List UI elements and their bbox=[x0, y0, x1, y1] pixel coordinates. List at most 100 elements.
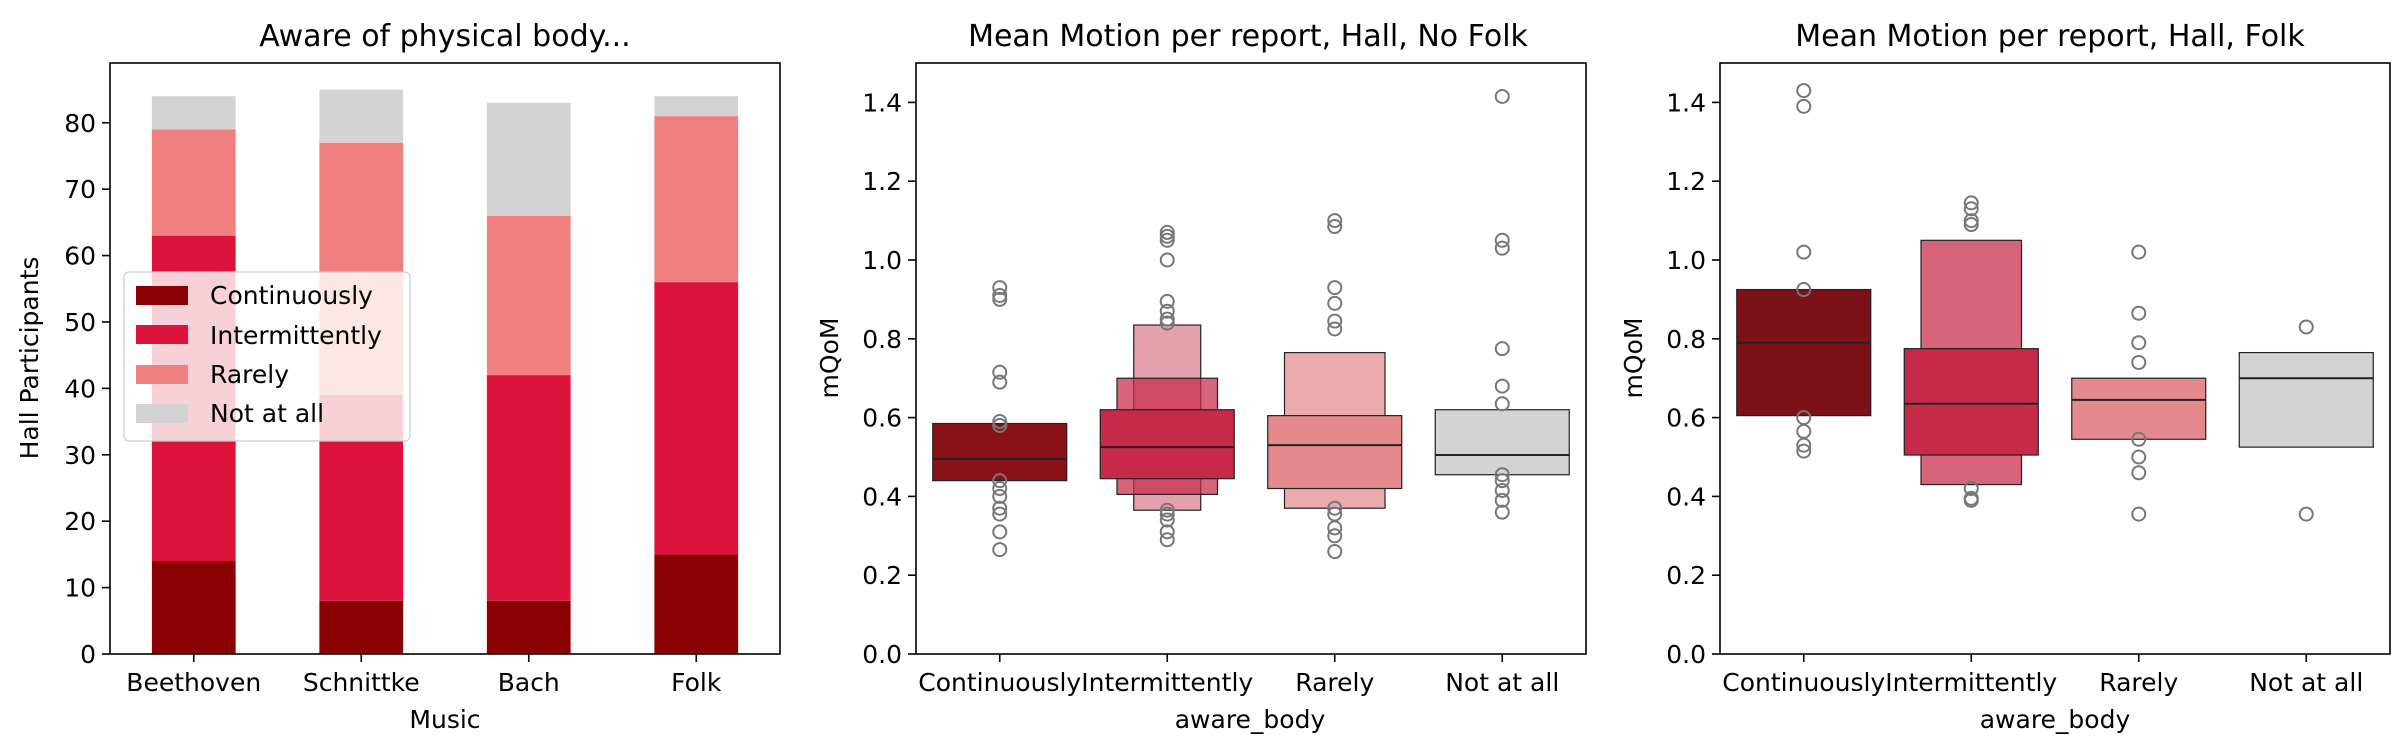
outlier-point bbox=[1159, 532, 1175, 548]
y-tick-label: 1.0 bbox=[862, 246, 902, 275]
outlier-point bbox=[1494, 473, 1510, 489]
y-tick-label: 0 bbox=[80, 640, 96, 669]
y-tick-label: 60 bbox=[64, 242, 96, 271]
outlier-point bbox=[2131, 335, 2147, 351]
outlier-point bbox=[1963, 195, 1979, 211]
no-folk-chart-title: Mean Motion per report, Hall, No Folk bbox=[968, 19, 1528, 54]
y-tick-label: 40 bbox=[64, 374, 96, 403]
outlier-point bbox=[1963, 201, 1979, 217]
outlier-point bbox=[1159, 506, 1175, 522]
no-folk-x-axis-label: aware_body bbox=[1175, 705, 1326, 734]
outlier-point bbox=[1494, 492, 1510, 508]
folk-y-axis-label: mQoM bbox=[1619, 318, 1648, 399]
y-tick-label: 0.4 bbox=[1666, 482, 1706, 511]
outlier-point bbox=[1796, 282, 1812, 298]
y-tick-label: 1.2 bbox=[862, 167, 902, 196]
folk-x-axis-label: aware_body bbox=[1980, 705, 2131, 734]
boxen-box-rarely-level-0 bbox=[1267, 415, 1403, 490]
outlier-point bbox=[1963, 492, 1979, 508]
outlier-point bbox=[1159, 293, 1175, 309]
outlier-point bbox=[992, 280, 1008, 296]
legend-label-continuously: Continuously bbox=[210, 281, 373, 310]
outlier-point bbox=[1159, 311, 1175, 327]
no-folk-chart-frame bbox=[915, 62, 1587, 655]
outlier-point bbox=[1159, 303, 1175, 319]
bar-chart-y-axis-label: Hall Participants bbox=[15, 257, 44, 460]
outlier-point bbox=[992, 481, 1008, 497]
legend-box bbox=[123, 271, 411, 442]
outlier-point bbox=[2131, 305, 2147, 321]
outlier-point bbox=[1494, 482, 1510, 498]
outlier-point bbox=[1494, 240, 1510, 256]
bar-folk-rarely bbox=[654, 116, 739, 283]
boxen-rarely bbox=[1267, 213, 1403, 560]
bar-chart-frame bbox=[109, 62, 781, 655]
outlier-point bbox=[992, 506, 1008, 522]
outlier-point bbox=[1494, 378, 1510, 394]
x-tick-label-not-at-all: Not at all bbox=[1445, 668, 1559, 697]
outlier-point bbox=[1494, 88, 1510, 104]
outlier-point bbox=[992, 364, 1008, 380]
y-tick-label: 30 bbox=[64, 441, 96, 470]
y-tick-label: 0.6 bbox=[862, 404, 902, 433]
boxen-rarely bbox=[2071, 244, 2207, 522]
boxen-box-not-at-all-level-0 bbox=[2238, 351, 2374, 448]
outlier-point bbox=[1494, 396, 1510, 412]
no-folk-chart-plot: 0.0 0.2 0.4 0.6 0.8 1.0 1.2 1.4 Continuously Inte… bbox=[862, 88, 1570, 697]
y-tick-label: 0.8 bbox=[1666, 325, 1706, 354]
outlier-point bbox=[992, 500, 1008, 516]
outlier-point bbox=[1796, 443, 1812, 459]
outlier-point bbox=[1327, 313, 1343, 329]
outlier-point bbox=[1963, 213, 1979, 229]
legend-swatch-rarely bbox=[136, 365, 188, 384]
outlier-point bbox=[992, 542, 1008, 558]
outlier-point bbox=[1159, 502, 1175, 518]
outlier-point bbox=[992, 524, 1008, 540]
legend-swatch-not-at-all bbox=[136, 404, 188, 423]
boxen-not-at-all bbox=[1434, 88, 1570, 520]
boxen-continuously bbox=[1736, 83, 1872, 459]
outlier-point bbox=[1796, 83, 1812, 99]
legend-swatch-continuously bbox=[136, 286, 188, 305]
outlier-point bbox=[992, 374, 1008, 390]
outlier-point bbox=[1327, 528, 1343, 544]
outlier-point bbox=[2131, 244, 2147, 260]
x-tick-label-rarely: Rarely bbox=[1295, 668, 1374, 697]
bar-schnittke-continuously bbox=[319, 600, 404, 654]
legend-label-not-at-all: Not at all bbox=[210, 399, 324, 428]
outlier-point bbox=[992, 287, 1008, 303]
boxen-box-rarely-level-0 bbox=[2071, 377, 2207, 440]
x-tick-label-not-at-all: Not at all bbox=[2249, 668, 2363, 697]
boxen-not-at-all bbox=[2238, 319, 2374, 522]
y-tick-label: 0.4 bbox=[862, 482, 902, 511]
outlier-point bbox=[992, 473, 1008, 489]
y-tick-label: 1.2 bbox=[1666, 167, 1706, 196]
y-tick-label: 1.4 bbox=[1666, 88, 1706, 117]
bar-folk-continuously bbox=[654, 554, 739, 654]
legend-label-intermittently: Intermittently bbox=[210, 321, 382, 350]
outlier-point bbox=[992, 291, 1008, 307]
bar-bach-continuously bbox=[486, 600, 571, 654]
outlier-point bbox=[1327, 295, 1343, 311]
outlier-point bbox=[1159, 512, 1175, 528]
bar-beethoven-not-at-all bbox=[151, 96, 236, 130]
outlier-point bbox=[2131, 465, 2147, 481]
bar-panel: Aware of physical body... 0 10 20 30 40 50 60 7… bbox=[15, 19, 781, 734]
outlier-point bbox=[1963, 217, 1979, 233]
x-tick-label-bach: Bach bbox=[498, 668, 560, 697]
x-tick-label-schnittke: Schnittke bbox=[303, 668, 420, 697]
outlier-point bbox=[1327, 219, 1343, 235]
bar-chart-title: Aware of physical body... bbox=[259, 19, 630, 54]
boxen-panel-no-folk: Mean Motion per report, Hall, No Folk 0.… bbox=[815, 19, 1587, 734]
outlier-point bbox=[1796, 98, 1812, 114]
y-tick-label: 0.2 bbox=[1666, 561, 1706, 590]
x-tick-label-intermittently: Intermittently bbox=[1081, 668, 1253, 697]
outlier-point bbox=[1494, 504, 1510, 520]
outlier-point bbox=[992, 414, 1008, 430]
y-tick-label: 70 bbox=[64, 175, 96, 204]
x-tick-label-continuously: Continuously bbox=[1722, 668, 1885, 697]
y-tick-label: 50 bbox=[64, 308, 96, 337]
outlier-point bbox=[1494, 232, 1510, 248]
folk-chart-frame bbox=[1719, 62, 2391, 655]
outlier-point bbox=[1494, 341, 1510, 357]
